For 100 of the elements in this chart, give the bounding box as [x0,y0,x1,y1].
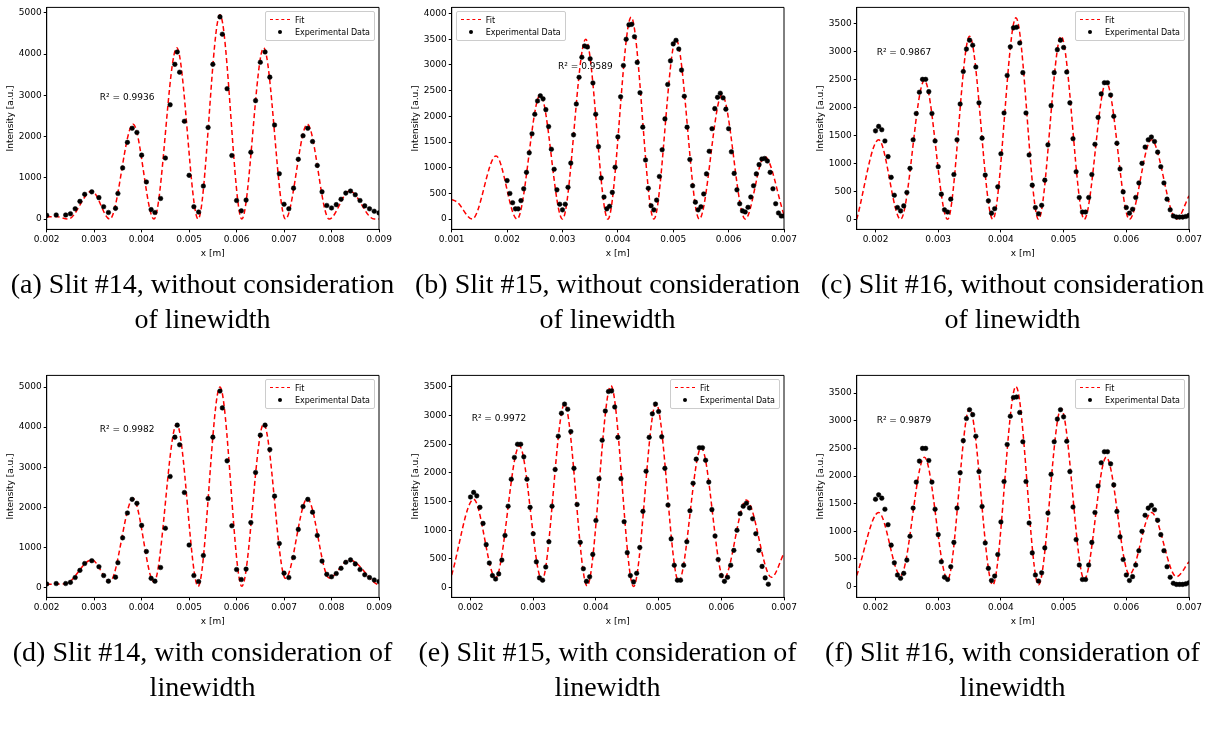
legend-label: Fit [295,15,305,25]
x-tick-label: 0.006 [223,602,250,613]
y-tick-label: 1500 [423,136,447,147]
x-tick-label: 0.004 [128,234,155,245]
y-tick-label: 2500 [828,442,852,453]
y-tick-label: 3000 [828,415,852,426]
y-tick-label: 1000 [18,172,42,183]
y-tick-label: 0 [440,213,447,224]
y-tick-label: 3000 [423,409,447,420]
y-tick-label: 1000 [828,157,852,168]
y-tick-label: 500 [429,553,447,564]
x-axis-title: x [m] [200,247,225,258]
x-tick-label: 0.007 [271,234,297,245]
y-tick-label: 3000 [18,461,42,472]
legend-label: Fit [1105,15,1115,25]
x-tick-label: 0.006 [708,602,735,613]
y-tick-label: 1000 [423,524,447,535]
x-tick-label: 0.003 [925,234,952,245]
x-axis-title: x [m] [605,247,630,258]
x-tick-label: 0.006 [223,234,250,245]
y-tick-label: 3500 [828,387,852,398]
y-tick-label: 500 [429,187,447,198]
y-tick-label: 2500 [423,84,447,95]
y-tick-label: 1000 [18,541,42,552]
x-tick-label: 0.004 [988,234,1015,245]
legend-label: Fit [295,383,305,393]
x-axis-title: x [m] [605,615,630,626]
x-tick-label: 0.001 [438,234,465,245]
y-tick-label: 1500 [423,495,447,506]
x-tick-label: 0.003 [925,602,952,613]
y-tick-label: 1000 [828,525,852,536]
y-tick-label: 2000 [18,501,42,512]
x-tick-label: 0.006 [715,234,742,245]
x-tick-label: 0.003 [549,234,576,245]
y-axis-title: Intensity [a.u.] [4,453,15,520]
x-axis-title: x [m] [1010,615,1035,626]
y-tick-label: 4000 [18,48,42,59]
y-tick-label: 500 [834,185,852,196]
x-tick-label: 0.006 [1113,234,1140,245]
x-tick-label: 0.005 [660,234,687,245]
x-tick-label: 0.007 [271,602,297,613]
text: (c) Slit #16, without consideration of linewidth [819,267,1206,336]
x-tick-label: 0.004 [128,602,155,613]
y-tick-label: 500 [834,553,852,564]
y-tick-label: 0 [845,213,852,224]
y-tick-label: 2000 [423,467,447,478]
legend-label: Experimental Data [700,395,775,405]
y-axis-title: Intensity [a.u.] [814,85,825,152]
annotation: R² = 0.9589 [558,60,613,71]
text: (a) Slit #14, without consideration of linewidth [9,267,396,336]
y-tick-label: 3500 [423,381,447,392]
legend-label: Experimental Data [1105,395,1180,405]
y-tick-label: 3500 [423,33,447,44]
y-tick-label: 3000 [423,59,447,70]
x-tick-label: 0.007 [771,602,797,613]
text: (e) Slit #15, with consideration of linewidth [417,635,798,704]
annotation: R² = 0.9879 [876,415,932,426]
y-tick-label: 5000 [18,381,42,392]
x-tick-label: 0.003 [520,602,547,613]
x-tick-label: 0.002 [33,234,60,245]
x-tick-label: 0.003 [81,602,108,613]
x-tick-label: 0.005 [1050,602,1077,613]
y-tick-label: 0 [440,581,447,592]
y-axis-title: Intensity [a.u.] [409,453,420,520]
y-axis-title: Intensity [a.u.] [409,85,420,152]
x-tick-label: 0.004 [583,602,610,613]
y-tick-label: 1500 [828,498,852,509]
x-tick-label: 0.002 [494,234,520,245]
x-axis-title: x [m] [1010,247,1035,258]
annotation: R² = 0.9972 [471,413,527,424]
x-axis-title: x [m] [200,615,225,626]
legend-label: Experimental Data [1105,27,1180,37]
x-tick-label: 0.008 [318,234,345,245]
y-axis-title: Intensity [a.u.] [4,85,15,152]
x-tick-label: 0.007 [771,234,797,245]
x-tick-label: 0.009 [366,234,393,245]
legend-label: Fit [1105,383,1115,393]
x-tick-label: 0.003 [81,234,108,245]
y-tick-label: 2500 [828,73,852,84]
text: (d) Slit #14, with consideration of linewidth [11,635,394,704]
y-axis-title: Intensity [a.u.] [814,453,825,520]
x-tick-label: 0.005 [176,234,202,245]
text: (f) Slit #16, with consideration of linewidth [824,635,1201,704]
x-tick-label: 0.004 [604,234,632,245]
legend-label: Fit [485,15,496,25]
y-tick-label: 5000 [18,7,42,18]
x-tick-label: 0.007 [1176,234,1202,245]
x-tick-label: 0.008 [318,602,345,613]
y-tick-label: 2000 [423,110,447,121]
x-tick-label: 0.002 [862,234,889,245]
y-tick-label: 4000 [18,421,42,432]
x-tick-label: 0.005 [176,602,202,613]
legend-label: Fit [700,383,710,393]
x-tick-label: 0.005 [645,602,672,613]
x-tick-label: 0.005 [1050,234,1077,245]
y-tick-label: 1500 [828,129,852,140]
y-tick-label: 3000 [828,45,852,56]
x-tick-label: 0.004 [988,602,1015,613]
y-tick-label: 4000 [423,7,447,18]
y-tick-label: 2000 [828,470,852,481]
